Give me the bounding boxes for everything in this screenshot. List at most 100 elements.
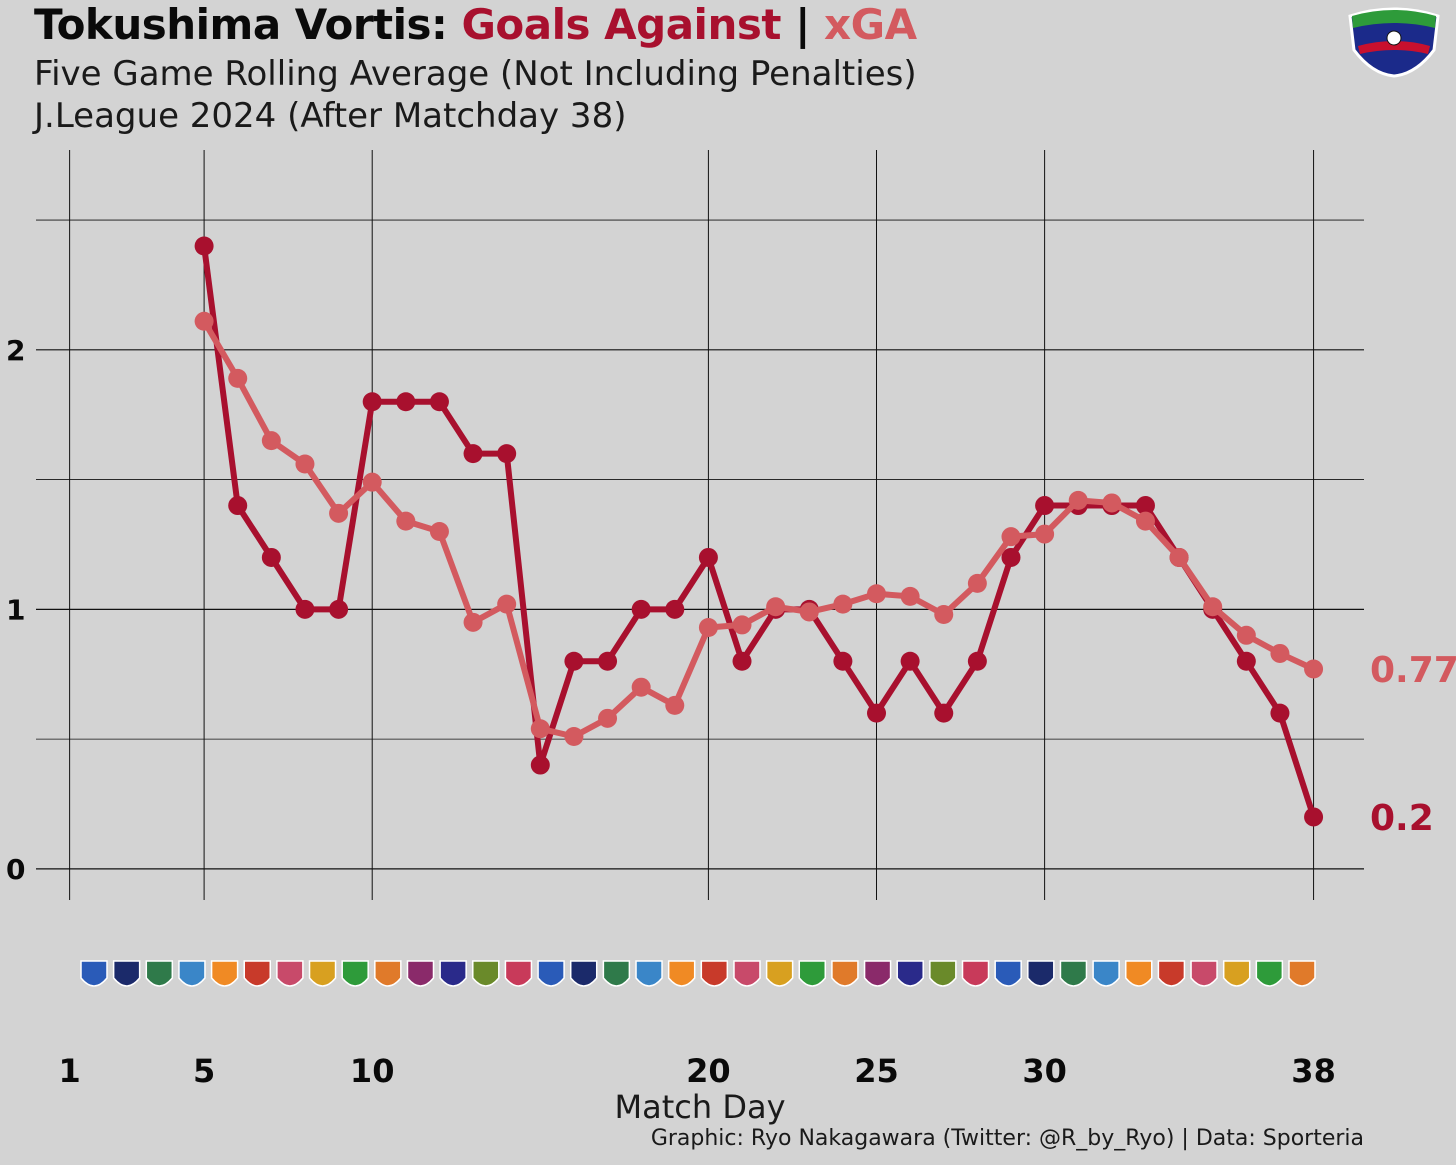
opponent-crest-icon [210, 960, 239, 987]
opponent-crest-icon [80, 960, 108, 987]
data-point [867, 703, 887, 723]
opponent-crest-icon [961, 960, 990, 987]
data-point [1035, 496, 1055, 516]
y-tick-label: 0 [6, 853, 25, 886]
opponent-crest-icon [537, 960, 565, 987]
data-point [497, 444, 517, 464]
data-point [1236, 625, 1256, 645]
data-point [698, 618, 718, 638]
data-point [1001, 547, 1021, 567]
title-team: Tokushima Vortis: [34, 0, 448, 49]
x-tick-label: 25 [854, 1052, 899, 1090]
data-point [194, 311, 214, 331]
data-point [665, 599, 685, 619]
opponent-crest-icon [929, 960, 957, 987]
opponent-crest-icon [406, 960, 435, 987]
opponent-crest-icon [831, 960, 859, 987]
data-point [228, 368, 248, 388]
opponent-crest-icon [700, 960, 729, 987]
data-point [329, 599, 349, 619]
data-point [1102, 493, 1122, 513]
data-point [1236, 651, 1256, 671]
data-point [598, 651, 618, 671]
data-point [732, 651, 752, 671]
data-point [1270, 643, 1290, 663]
opponent-crest-icon [1255, 960, 1284, 987]
opponent-crest-icon [1059, 960, 1088, 987]
data-point [698, 547, 718, 567]
data-point [598, 708, 618, 728]
series-group [194, 236, 1324, 827]
opponent-crest-icon [276, 960, 304, 987]
data-point [934, 703, 954, 723]
end-value-label: 0.77 [1370, 650, 1456, 691]
x-tick-label: 20 [686, 1052, 731, 1090]
data-point [497, 594, 517, 614]
opponent-crest-icon [504, 960, 533, 987]
y-tick-label: 1 [6, 593, 25, 626]
data-point [631, 599, 651, 619]
data-point [329, 503, 349, 523]
opponent-crest-icon [765, 960, 794, 987]
data-point [799, 602, 819, 622]
opponent-crest-icon [1027, 960, 1055, 987]
data-point [564, 727, 584, 747]
data-point [295, 454, 315, 474]
opponent-crest-icon [472, 960, 500, 987]
data-point [1270, 703, 1290, 723]
data-point [228, 496, 248, 516]
title-goals-against: Goals Against [461, 0, 781, 49]
data-point [732, 615, 752, 635]
title-xga: xGA [824, 0, 917, 49]
data-point [396, 392, 416, 412]
subtitle-primary: Five Game Rolling Average (Not Including… [34, 54, 917, 94]
data-point [261, 431, 281, 451]
data-point [530, 719, 550, 739]
data-point [564, 651, 584, 671]
opponent-crest-icon [667, 960, 696, 987]
data-point [362, 392, 382, 412]
opponent-crest-icon [145, 960, 174, 987]
data-point [429, 521, 449, 541]
opponent-crest-icon [994, 960, 1022, 987]
series-line [201, 245, 1317, 818]
title-separator: | [795, 0, 810, 49]
data-point [429, 392, 449, 412]
grid [36, 150, 1364, 900]
data-point [295, 599, 315, 619]
data-point [1203, 597, 1223, 617]
data-point [967, 651, 987, 671]
opponent-crest-icon [1157, 960, 1186, 987]
opponent-crest-icon [308, 960, 337, 987]
data-point [833, 651, 853, 671]
subtitle-secondary: J.League 2024 (After Matchday 38) [34, 96, 627, 136]
end-value-label: 0.2 [1370, 798, 1434, 839]
data-point [463, 444, 483, 464]
data-point [1035, 524, 1055, 544]
data-point [900, 651, 920, 671]
opponent-crest-icon [1190, 960, 1218, 987]
opponent-crest-icon [569, 960, 598, 987]
opponent-crest-icon [635, 960, 663, 987]
data-point [1068, 490, 1088, 510]
opponent-crest-icon [1222, 960, 1251, 987]
data-point [967, 573, 987, 593]
opponent-crest-icon [1092, 960, 1120, 987]
data-point [1135, 511, 1155, 531]
x-tick-label: 30 [1022, 1052, 1067, 1090]
opponent-crest-icon [896, 960, 924, 987]
opponent-crest-icons [80, 960, 1316, 987]
data-point [261, 547, 281, 567]
opponent-crest-icon [602, 960, 631, 987]
x-axis-label: Match Day [614, 1088, 786, 1126]
data-point [833, 594, 853, 614]
data-point [631, 677, 651, 697]
data-point [867, 584, 887, 604]
x-tick-label: 1 [58, 1052, 80, 1090]
opponent-crest-icon [374, 960, 402, 987]
opponent-crest-icon [178, 960, 206, 987]
tick-labels: 0 1 2 1 5 10 20 25 30 38 0.2 0.77 [6, 334, 1456, 1090]
data-point [766, 597, 786, 617]
data-point [1304, 659, 1324, 679]
